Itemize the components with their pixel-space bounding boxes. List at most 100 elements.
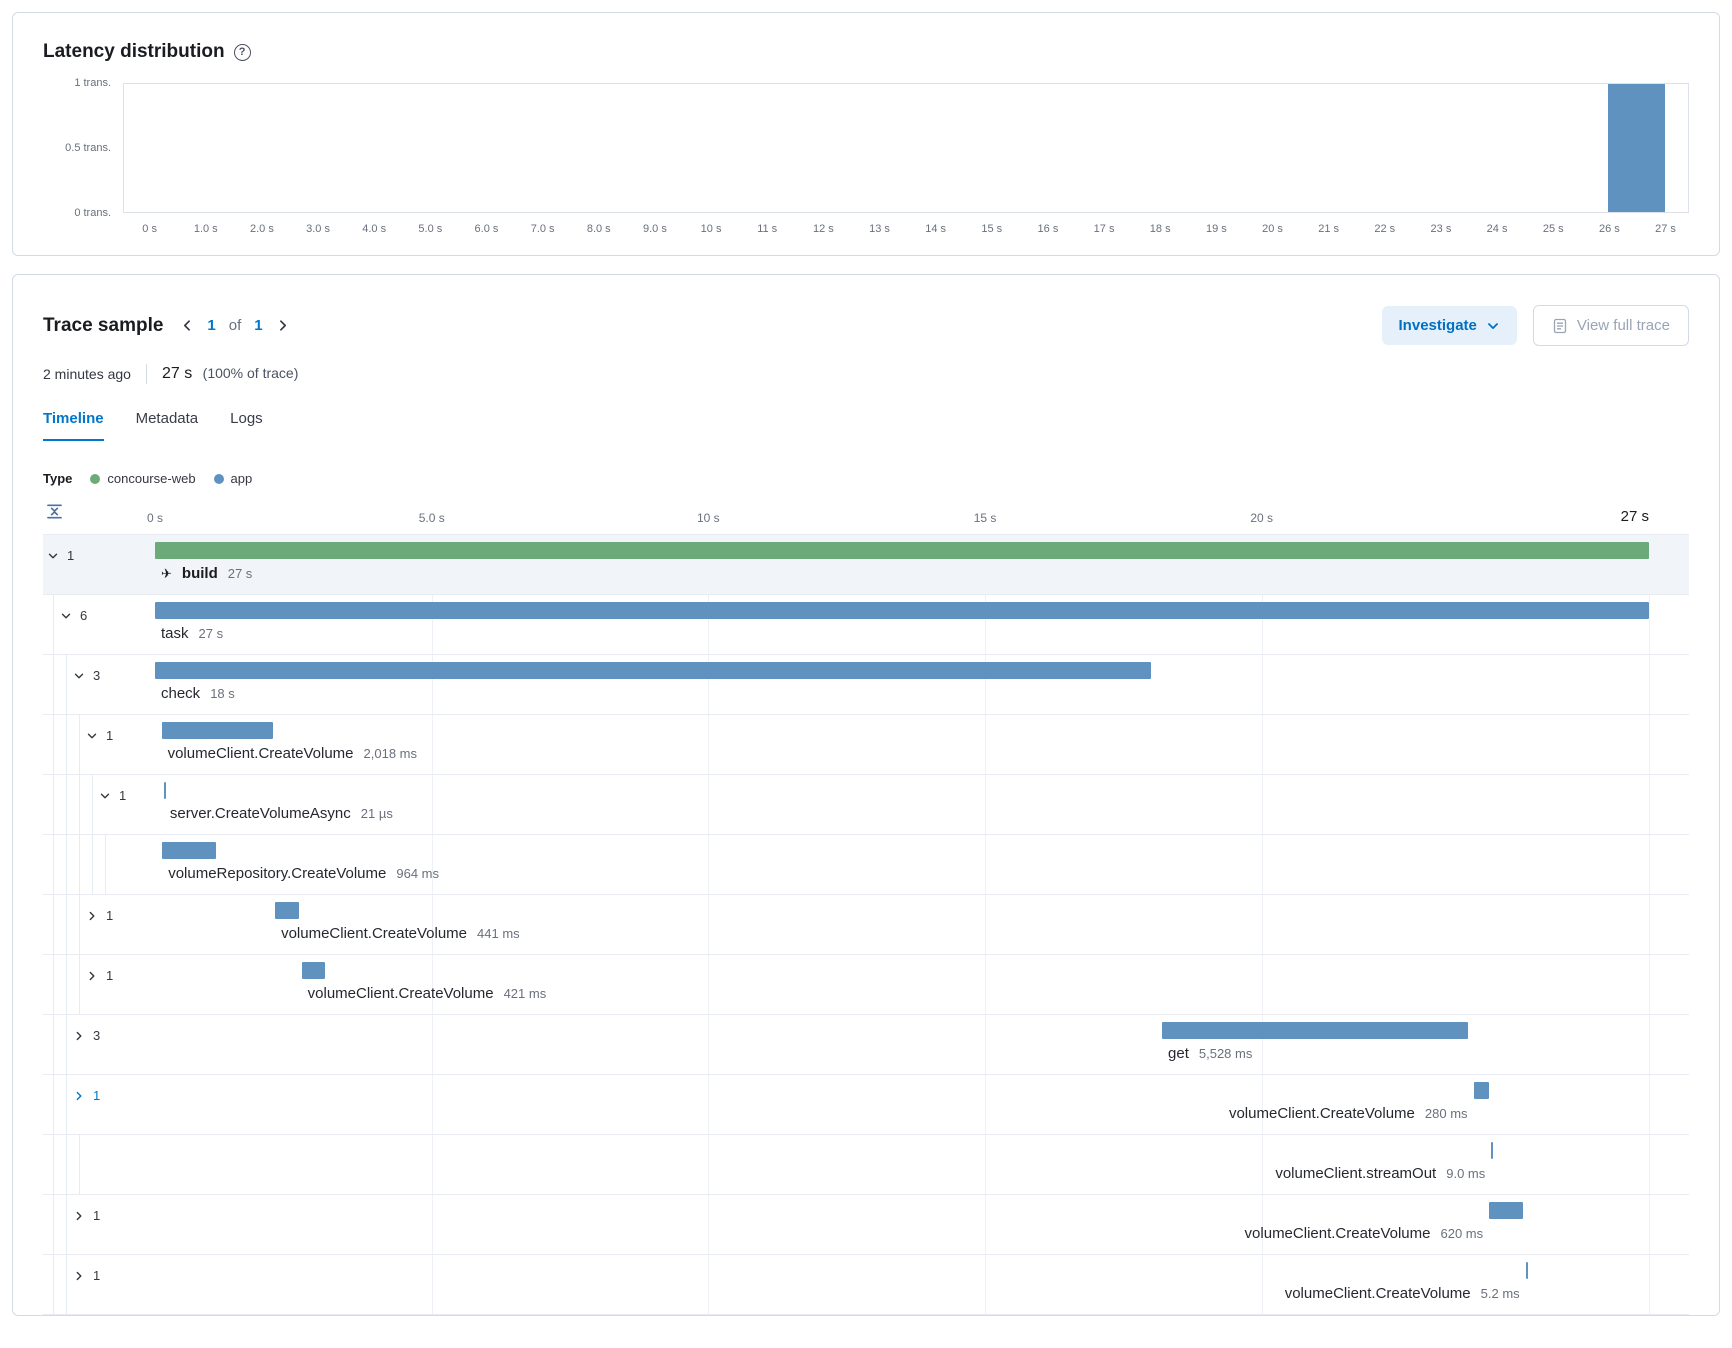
- child-count: 1: [119, 788, 127, 803]
- tree-guide-line: [92, 775, 93, 834]
- span-label: volumeClient.CreateVolume 5.2 ms: [1285, 1285, 1520, 1302]
- span-bar[interactable]: [1489, 1202, 1524, 1219]
- span-bar[interactable]: [155, 602, 1649, 619]
- divider: [145, 364, 147, 384]
- fold-spans-icon[interactable]: [45, 502, 64, 526]
- view-full-trace-button[interactable]: View full trace: [1532, 305, 1689, 346]
- trace-duration-note: (100% of trace): [202, 365, 299, 381]
- trace-document-icon: [1553, 318, 1567, 333]
- tree-guide-line: [79, 895, 80, 954]
- waterfall-row[interactable]: 1 volumeClient.CreateVolume 280 ms: [43, 1075, 1689, 1135]
- tree-guide-line: [66, 1015, 67, 1074]
- waterfall-row[interactable]: 3 get 5,528 ms: [43, 1015, 1689, 1075]
- chevron-left-icon: [184, 320, 191, 331]
- span-duration: 27 s: [227, 566, 253, 581]
- expand-toggle[interactable]: 3: [73, 668, 100, 683]
- waterfall-row[interactable]: 1 volumeClient.CreateVolume 441 ms: [43, 895, 1689, 955]
- chevron-down-icon: [48, 553, 58, 558]
- prev-trace-button[interactable]: [181, 319, 194, 332]
- span-bar[interactable]: [1162, 1022, 1468, 1039]
- investigate-button[interactable]: Investigate: [1381, 306, 1517, 345]
- latency-distribution-panel: Latency distribution ? 1 trans. 0.5 trans…: [12, 12, 1720, 256]
- x-axis-tick-label: 16 s: [1037, 223, 1059, 235]
- tree-guide-line: [79, 1135, 80, 1194]
- waterfall-row[interactable]: 1 volumeClient.CreateVolume 421 ms: [43, 955, 1689, 1015]
- expand-toggle[interactable]: 1: [73, 1088, 100, 1103]
- expand-toggle[interactable]: 1: [99, 788, 126, 803]
- child-count: 1: [106, 908, 114, 923]
- expand-toggle[interactable]: 1: [73, 1268, 100, 1283]
- legend-item-app: app: [213, 471, 253, 486]
- waterfall-row[interactable]: volumeRepository.CreateVolume 964 ms: [43, 835, 1689, 895]
- tree-guide-line: [53, 1255, 54, 1314]
- x-axis-tick-label: 2.0 s: [249, 223, 274, 235]
- expand-toggle[interactable]: 1: [86, 908, 113, 923]
- total-pages[interactable]: 1: [254, 317, 263, 334]
- x-axis-tick-label: 8.0 s: [586, 223, 611, 235]
- latency-histogram-bar[interactable]: [1608, 84, 1665, 212]
- tab-metadata[interactable]: Metadata: [135, 410, 199, 427]
- help-icon[interactable]: ?: [233, 43, 251, 61]
- child-count: 1: [67, 548, 75, 563]
- current-page[interactable]: 1: [207, 317, 216, 334]
- waterfall-row[interactable]: 1 ✈ build 27 s: [43, 535, 1689, 595]
- span-duration: 280 ms: [1424, 1106, 1468, 1121]
- waterfall-row[interactable]: 3 check 18 s: [43, 655, 1689, 715]
- waterfall-row[interactable]: 1 volumeClient.CreateVolume 620 ms: [43, 1195, 1689, 1255]
- span-name: task: [161, 625, 189, 642]
- tree-guide-line: [53, 955, 54, 1014]
- trace-tabs: Timeline Metadata Logs: [43, 410, 1689, 441]
- tree-guide-line: [53, 715, 54, 774]
- expand-toggle[interactable]: 6: [60, 608, 87, 623]
- expand-toggle[interactable]: 1: [86, 968, 113, 983]
- waterfall-row[interactable]: 1 volumeClient.CreateVolume 5.2 ms: [43, 1255, 1689, 1315]
- child-count: 6: [80, 608, 88, 623]
- next-trace-button[interactable]: [276, 319, 289, 332]
- expand-toggle[interactable]: 1: [86, 728, 113, 743]
- y-axis-tick-label: 0 trans.: [74, 207, 111, 219]
- span-bar[interactable]: [163, 782, 166, 799]
- expand-toggle[interactable]: 1: [47, 548, 74, 563]
- tree-guide-line: [79, 715, 80, 774]
- waterfall-row[interactable]: volumeClient.streamOut 9.0 ms: [43, 1135, 1689, 1195]
- span-bar[interactable]: [155, 542, 1649, 559]
- span-bar[interactable]: [1525, 1262, 1528, 1279]
- x-axis-tick-label: 19 s: [1205, 223, 1227, 235]
- legend-label: app: [230, 471, 253, 486]
- waterfall-row[interactable]: 1 server.CreateVolumeAsync 21 µs: [43, 775, 1689, 835]
- tree-guide-line: [53, 775, 54, 834]
- span-bar[interactable]: [155, 662, 1152, 679]
- latency-chart: 1 trans. 0.5 trans. 0 trans. 0 s 1.0 s 2.0 s…: [43, 77, 1689, 241]
- x-axis-tick-label: 13 s: [869, 223, 890, 235]
- latency-plot: [123, 83, 1689, 213]
- span-bar[interactable]: [1491, 1142, 1494, 1159]
- x-axis-tick-label: 14 s: [925, 223, 947, 235]
- span-bar[interactable]: [161, 722, 274, 739]
- span-label: volumeClient.CreateVolume 620 ms: [1245, 1225, 1484, 1242]
- span-label: volumeRepository.CreateVolume 964 ms: [168, 865, 439, 882]
- chevron-right-icon: [76, 1271, 82, 1280]
- expand-toggle[interactable]: 3: [73, 1028, 100, 1043]
- span-duration: 2,018 ms: [363, 746, 418, 761]
- trace-meta-row: 2 minutes ago 27 s (100% of trace): [43, 364, 1689, 384]
- chevron-right-icon: [76, 1031, 82, 1040]
- x-axis-tick-label: 4.0 s: [362, 223, 387, 235]
- expand-toggle[interactable]: 1: [73, 1208, 100, 1223]
- x-axis-tick-label: 12 s: [812, 223, 834, 235]
- span-bar[interactable]: [1473, 1082, 1489, 1099]
- span-bar[interactable]: [162, 842, 216, 859]
- span-bar[interactable]: [275, 902, 300, 919]
- child-count: 3: [93, 668, 101, 683]
- x-axis-tick-label: 10 s: [700, 223, 722, 235]
- waterfall-row[interactable]: 1 volumeClient.CreateVolume 2,018 ms: [43, 715, 1689, 775]
- span-name: volumeClient.CreateVolume: [281, 925, 468, 942]
- chevron-down-icon: [1487, 322, 1498, 329]
- tab-logs[interactable]: Logs: [230, 410, 263, 427]
- span-bar[interactable]: [301, 962, 325, 979]
- trace-pagination: 1 of 1: [181, 317, 288, 334]
- waterfall-row[interactable]: 6 task 27 s: [43, 595, 1689, 655]
- span-name: volumeClient.CreateVolume: [167, 745, 354, 762]
- x-axis-tick-label: 9.0 s: [642, 223, 667, 235]
- waterfall: 0 s 5.0 s 10 s 15 s 20 s 27 s 1 ✈ build 27 s 6 tas…: [43, 500, 1689, 1315]
- tab-timeline[interactable]: Timeline: [43, 410, 104, 441]
